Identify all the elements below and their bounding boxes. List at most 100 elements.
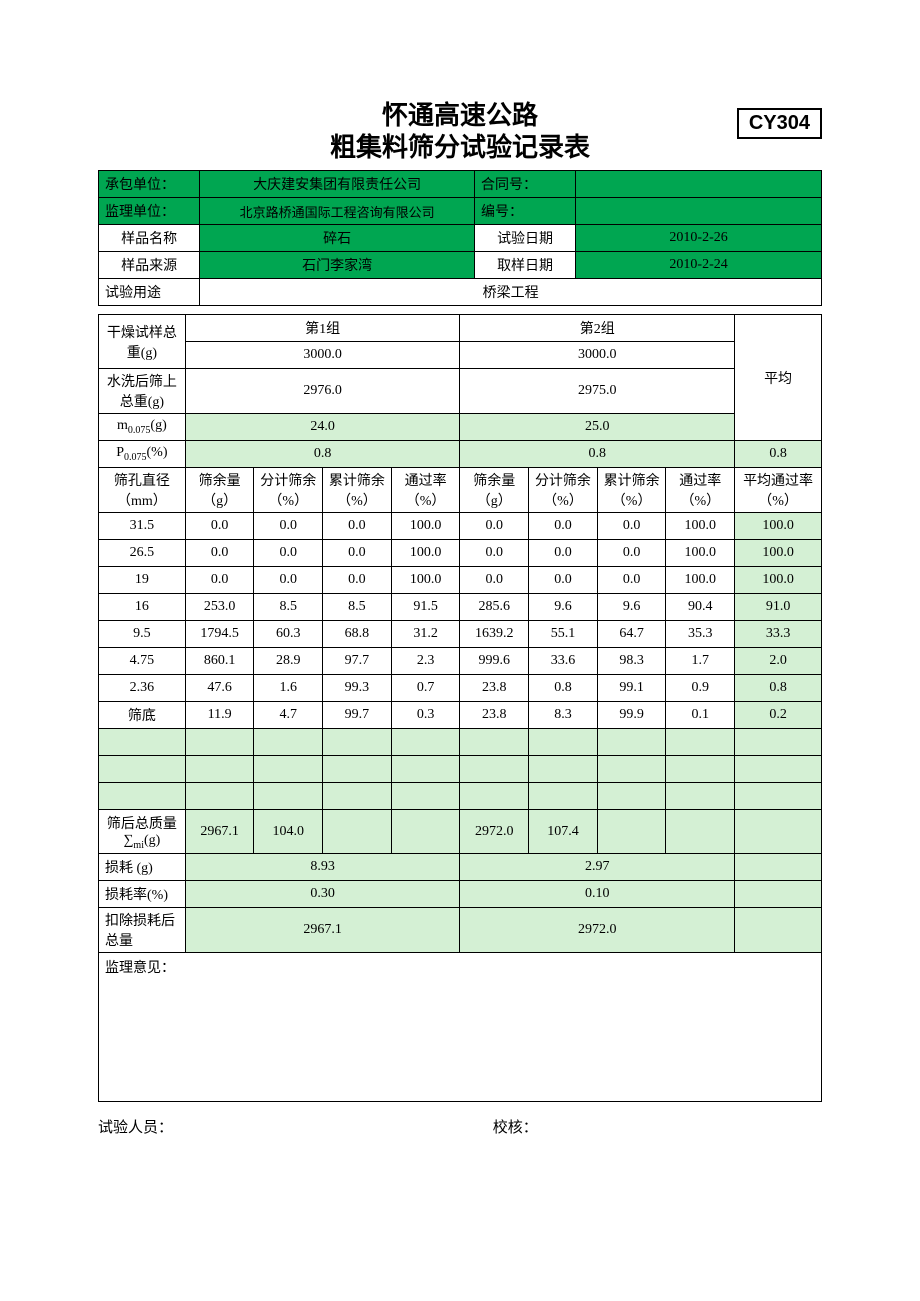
sieve-cell: 0.0 [597, 513, 666, 540]
loss-pct-label: 损耗率(%) [99, 881, 186, 908]
col-residue1: 筛余量（g） [185, 468, 254, 513]
wash-label: 水洗后筛上总重(g) [99, 369, 186, 414]
sieve-cell: 100.0 [735, 513, 822, 540]
dry-label: 干燥试样总重(g) [99, 315, 186, 369]
sieve-cell: 33.3 [735, 621, 822, 648]
sieve-cell: 0.0 [597, 567, 666, 594]
sieve-cell: 19 [99, 567, 186, 594]
sieve-cell: 0.0 [185, 513, 254, 540]
p0075-avg: 0.8 [735, 441, 822, 468]
sample-name-label: 样品名称 [99, 225, 200, 252]
sieve-cell: 100.0 [735, 567, 822, 594]
loss-g1: 8.93 [185, 854, 460, 881]
title-line2: 粗集料筛分试验记录表 [98, 132, 822, 164]
supervisor-label: 监理单位： [99, 198, 200, 225]
dry-g1: 3000.0 [185, 342, 460, 369]
sieve-cell: 0.0 [254, 513, 323, 540]
sieve-cell: 0.8 [735, 675, 822, 702]
purpose-value: 桥梁工程 [200, 279, 822, 306]
contractno-value [576, 171, 822, 198]
sieve-cell: 33.6 [529, 648, 598, 675]
sieve-cell: 16 [99, 594, 186, 621]
sieve-cell: 23.8 [460, 675, 529, 702]
sieve-cell: 11.9 [185, 702, 254, 729]
sieve-cell: 9.6 [529, 594, 598, 621]
sieve-cell: 0.0 [185, 567, 254, 594]
sieve-cell: 64.7 [597, 621, 666, 648]
sieve-cell: 0.0 [460, 540, 529, 567]
sieve-cell: 2.0 [735, 648, 822, 675]
sieve-cell: 98.3 [597, 648, 666, 675]
sample-src-value: 石门李家湾 [200, 252, 475, 279]
col-pass1: 通过率（%） [391, 468, 460, 513]
sieve-cell: 0.0 [254, 567, 323, 594]
sieve-cell: 0.0 [323, 567, 392, 594]
sieve-cell: 1.6 [254, 675, 323, 702]
sieve-cell: 60.3 [254, 621, 323, 648]
sieve-cell: 35.3 [666, 621, 735, 648]
sieve-cell: 0.0 [460, 567, 529, 594]
col-partial1: 分计筛余（%） [254, 468, 323, 513]
sieve-cell: 0.0 [323, 513, 392, 540]
sample-src-label: 样品来源 [99, 252, 200, 279]
sieve-cell: 90.4 [666, 594, 735, 621]
sieve-cell: 253.0 [185, 594, 254, 621]
sieve-cell: 1794.5 [185, 621, 254, 648]
sieve-cell: 0.0 [597, 540, 666, 567]
sieve-cell: 285.6 [460, 594, 529, 621]
col-sieve: 筛孔直径（mm） [99, 468, 186, 513]
col-pass2: 通过率（%） [666, 468, 735, 513]
sieve-cell: 100.0 [666, 567, 735, 594]
sieve-cell: 28.9 [254, 648, 323, 675]
sieve-cell: 筛底 [99, 702, 186, 729]
col-residue2: 筛余量（g） [460, 468, 529, 513]
m0075-g2: 25.0 [460, 414, 735, 441]
aftermass-g1a: 2967.1 [185, 810, 254, 854]
sieve-cell: 0.0 [529, 513, 598, 540]
sieve-cell: 860.1 [185, 648, 254, 675]
sieve-cell: 0.1 [666, 702, 735, 729]
sieve-cell: 100.0 [666, 540, 735, 567]
sample-date-value: 2010-2-24 [576, 252, 822, 279]
sieve-cell: 31.5 [99, 513, 186, 540]
p0075-label: P0.075(%) [99, 441, 186, 468]
sieve-cell: 0.2 [735, 702, 822, 729]
aftermass-label: 筛后总质量∑mi(g) [99, 810, 186, 854]
sieve-cell: 100.0 [666, 513, 735, 540]
serial-label: 编号： [474, 198, 575, 225]
group1-label: 第1组 [185, 315, 460, 342]
p0075-g2: 0.8 [460, 441, 735, 468]
sieve-cell: 99.7 [323, 702, 392, 729]
contractno-label: 合同号： [474, 171, 575, 198]
loss-p1: 0.30 [185, 881, 460, 908]
checker-label: 校核： [493, 1120, 538, 1136]
sieve-cell: 91.5 [391, 594, 460, 621]
sieve-cell: 0.8 [529, 675, 598, 702]
sieve-cell: 0.9 [666, 675, 735, 702]
sieve-cell: 55.1 [529, 621, 598, 648]
sieve-cell: 31.2 [391, 621, 460, 648]
wash-g1: 2976.0 [185, 369, 460, 414]
tester-label: 试验人员： [98, 1116, 489, 1137]
sieve-cell: 8.5 [254, 594, 323, 621]
m0075-g1: 24.0 [185, 414, 460, 441]
sample-name-value: 碎石 [200, 225, 475, 252]
aftermass-g1b: 104.0 [254, 810, 323, 854]
sieve-cell: 0.0 [185, 540, 254, 567]
sieve-cell: 99.9 [597, 702, 666, 729]
form-code: CY304 [737, 108, 822, 139]
aftermass-g2b: 107.4 [529, 810, 598, 854]
sieve-cell: 26.5 [99, 540, 186, 567]
sieve-cell: 4.75 [99, 648, 186, 675]
loss-g2: 2.97 [460, 854, 735, 881]
sieve-cell: 1639.2 [460, 621, 529, 648]
p0075-g1: 0.8 [185, 441, 460, 468]
sieve-cell: 1.7 [666, 648, 735, 675]
deduct-g2: 2972.0 [460, 908, 735, 953]
col-cum1: 累计筛余（%） [323, 468, 392, 513]
sieve-cell: 0.0 [529, 540, 598, 567]
sieve-cell: 4.7 [254, 702, 323, 729]
sieve-cell: 0.0 [323, 540, 392, 567]
contractor-value: 大庆建安集团有限责任公司 [200, 171, 475, 198]
sieve-cell: 23.8 [460, 702, 529, 729]
